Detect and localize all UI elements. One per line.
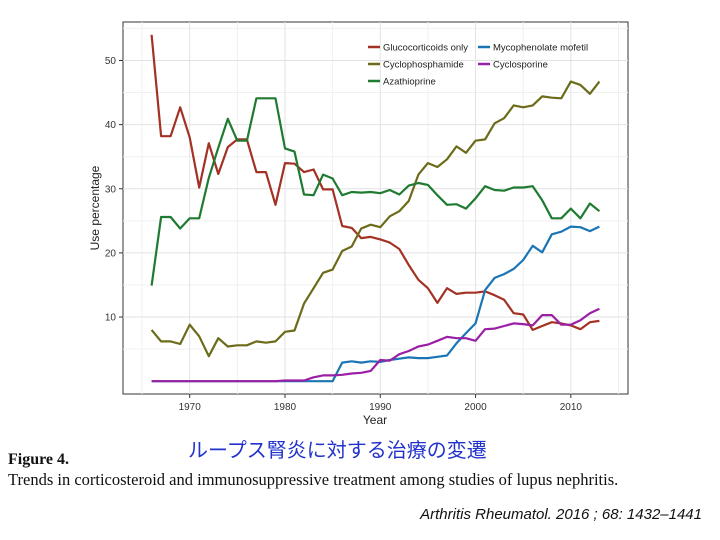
legend-label: Mycophenolate mofetil: [493, 43, 588, 54]
series-line-azathioprine: [150, 97, 601, 286]
japanese-title: ループス腎炎に対する治療の変遷: [188, 438, 487, 462]
x-tick-label: 1990: [369, 402, 392, 413]
series-line-cyclosporine: [151, 307, 600, 383]
series-line-glucocorticoids-only: [150, 34, 600, 331]
legend-label: Azathioprine: [383, 77, 436, 88]
x-tick-label: 1980: [274, 402, 297, 413]
legend-label: Glucocorticoids only: [383, 43, 468, 54]
citation: Arthritis Rheumatol. 2016 ; 68: 1432–144…: [420, 506, 702, 523]
y-axis-ticks: 10 20 30 40 50: [105, 56, 123, 324]
y-tick-label: 30: [105, 184, 117, 195]
legend-label: Cyclosporine: [493, 60, 548, 71]
x-tick-label: 1970: [179, 402, 202, 413]
x-axis-label: Year: [363, 413, 387, 427]
legend-label: Cyclophosphamide: [383, 60, 464, 71]
y-tick-label: 40: [105, 120, 117, 131]
legend: Glucocorticoids only Mycophenolate mofeti…: [368, 43, 588, 88]
y-axis-label: Use percentage: [88, 165, 102, 250]
series-lines: [150, 34, 601, 383]
y-tick-label: 10: [105, 313, 117, 324]
x-tick-label: 2010: [560, 402, 583, 413]
figure-description: Trends in corticosteroid and immunosuppr…: [8, 470, 619, 489]
series-line-cyclophosphamide: [150, 80, 601, 358]
x-tick-label: 2000: [464, 402, 487, 413]
figure-label: Figure 4.: [8, 451, 70, 468]
x-axis-ticks: 1970 1980 1990 2000 2010: [179, 394, 583, 413]
plot-panel: [122, 21, 629, 395]
y-tick-label: 50: [105, 56, 117, 67]
y-tick-label: 20: [105, 248, 117, 259]
